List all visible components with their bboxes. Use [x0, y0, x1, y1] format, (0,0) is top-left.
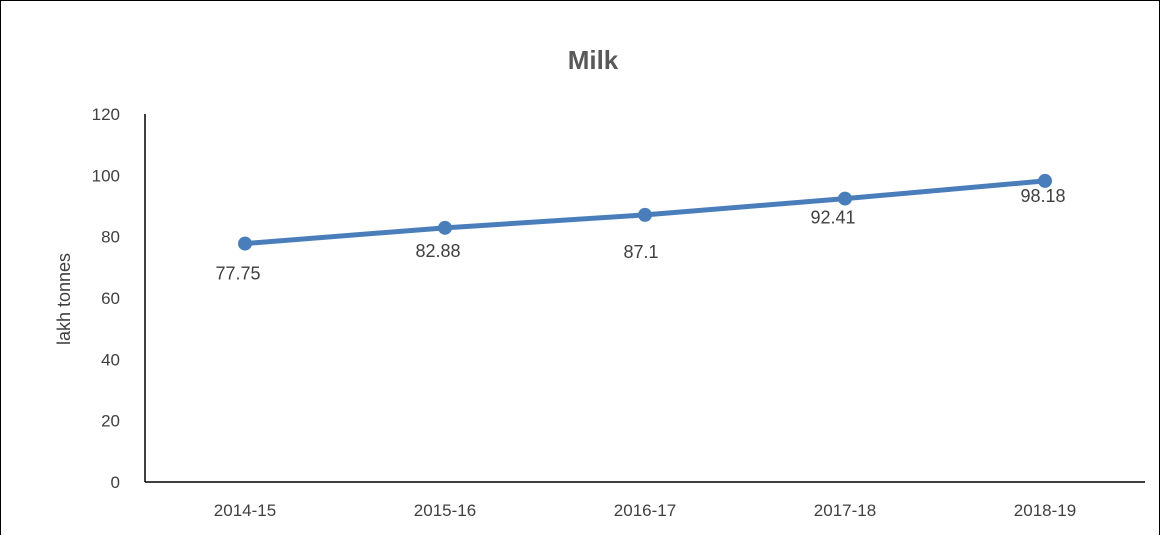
y-axis-title: lakh tonnes	[54, 253, 74, 345]
data-point[interactable]	[438, 220, 452, 235]
y-tick-label: 20	[101, 412, 120, 431]
x-tick-label: 2017-18	[814, 501, 876, 520]
data-point[interactable]	[838, 191, 852, 206]
y-tick-label: 0	[111, 473, 120, 492]
x-tick-label: 2018-19	[1014, 501, 1076, 520]
y-tick-label: 40	[101, 350, 120, 369]
chart-title: Milk	[568, 45, 619, 75]
data-label: 98.18	[1020, 186, 1065, 206]
data-label: 77.75	[215, 264, 260, 284]
data-label: 87.1	[623, 242, 658, 262]
data-label: 82.88	[415, 241, 460, 261]
data-points	[238, 173, 1052, 251]
data-point[interactable]	[638, 207, 652, 222]
data-point[interactable]	[1038, 173, 1052, 188]
data-labels: 77.75 82.88 87.1 92.41 98.18	[215, 186, 1065, 284]
x-tick-label: 2015-16	[414, 501, 476, 520]
data-point[interactable]	[238, 236, 252, 251]
x-tick-label: 2016-17	[614, 501, 676, 520]
x-tick-label: 2014-15	[214, 501, 276, 520]
data-label: 92.41	[810, 208, 855, 228]
y-tick-label: 100	[92, 166, 120, 185]
y-tick-label: 120	[92, 105, 120, 124]
y-tick-label: 80	[101, 228, 120, 247]
y-tick-label: 60	[101, 289, 120, 308]
y-tick-labels: 0 20 40 60 80 100 120	[92, 105, 120, 492]
x-tick-labels: 2014-15 2015-16 2016-17 2017-18 2018-19	[214, 501, 1076, 520]
